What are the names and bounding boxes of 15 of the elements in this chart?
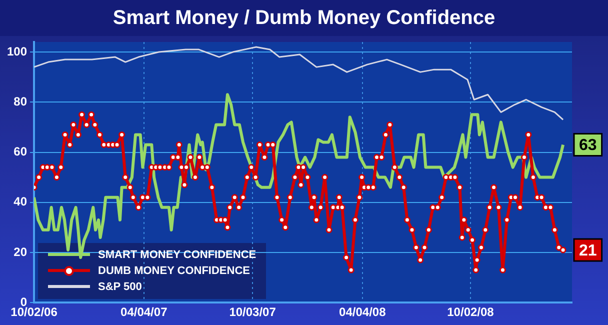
annotation: 63 — [579, 137, 597, 154]
y-tick-label: 100 — [6, 44, 28, 58]
legend-label: DUMB MONEY CONFIDENCE — [98, 264, 250, 277]
x-tick-label: 04/04/07 — [120, 305, 168, 320]
y-tick-label: 60 — [14, 144, 28, 159]
legend-label: S&P 500 — [98, 280, 142, 293]
x-tick-label: 10/03/07 — [229, 305, 276, 320]
x-tick-label: 10/02/08 — [447, 305, 494, 320]
y-tick-label: 40 — [14, 194, 28, 209]
legend-label: SMART MONEY CONFIDENCE — [98, 248, 256, 261]
y-tick-label: 80 — [14, 94, 28, 108]
annotation: 21 — [579, 242, 597, 260]
y-tick-label: 20 — [14, 244, 28, 259]
chart-title: Smart Money / Dumb Money Confidence — [0, 0, 608, 36]
x-tick-label: 04/04/08 — [339, 305, 386, 320]
